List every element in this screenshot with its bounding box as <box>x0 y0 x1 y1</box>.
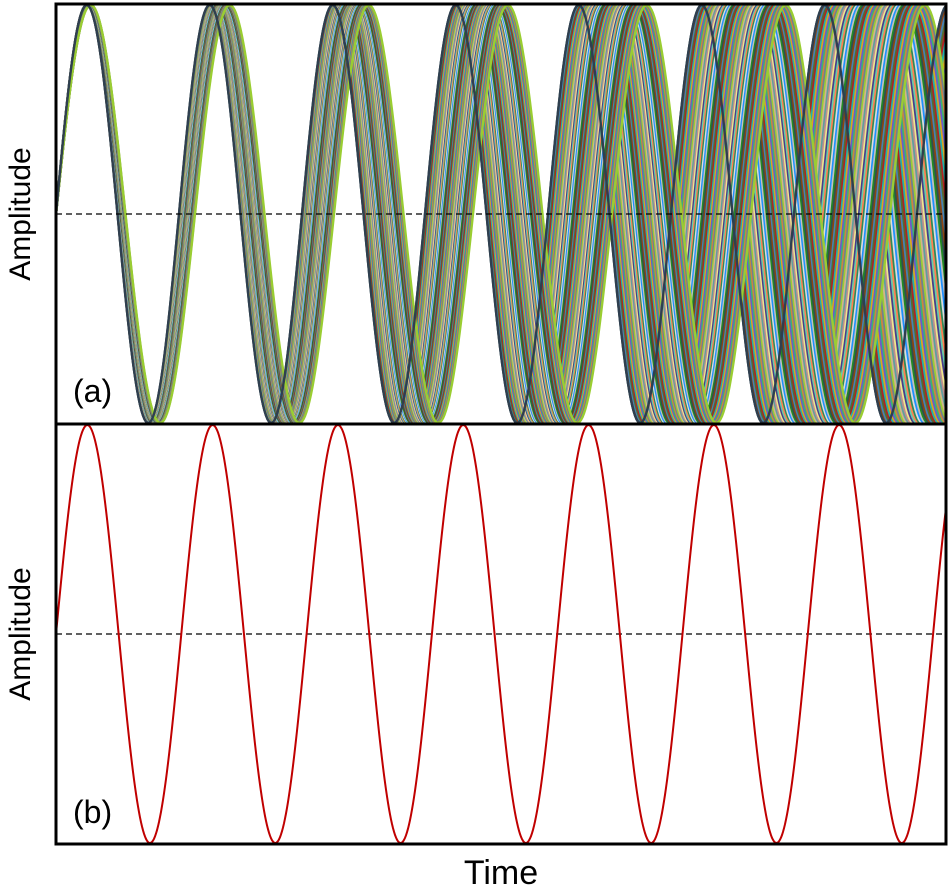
panel-a-trace <box>56 4 946 424</box>
panel-b-series-line <box>56 424 946 844</box>
panel-b-frame <box>54 422 948 846</box>
x-axis-label: Time <box>464 854 538 890</box>
panel-a-edge-trace <box>56 4 946 424</box>
panel-b: (b) Amplitude Time <box>4 422 948 890</box>
panel-a: (a) Amplitude <box>4 2 948 426</box>
panel-b-ylabel: Amplitude <box>4 567 37 700</box>
panel-a-ylabel: Amplitude <box>4 147 37 280</box>
panel-a-label: (a) <box>73 373 112 409</box>
panel-b-traces <box>56 424 946 844</box>
panel-b-label: (b) <box>73 794 112 830</box>
